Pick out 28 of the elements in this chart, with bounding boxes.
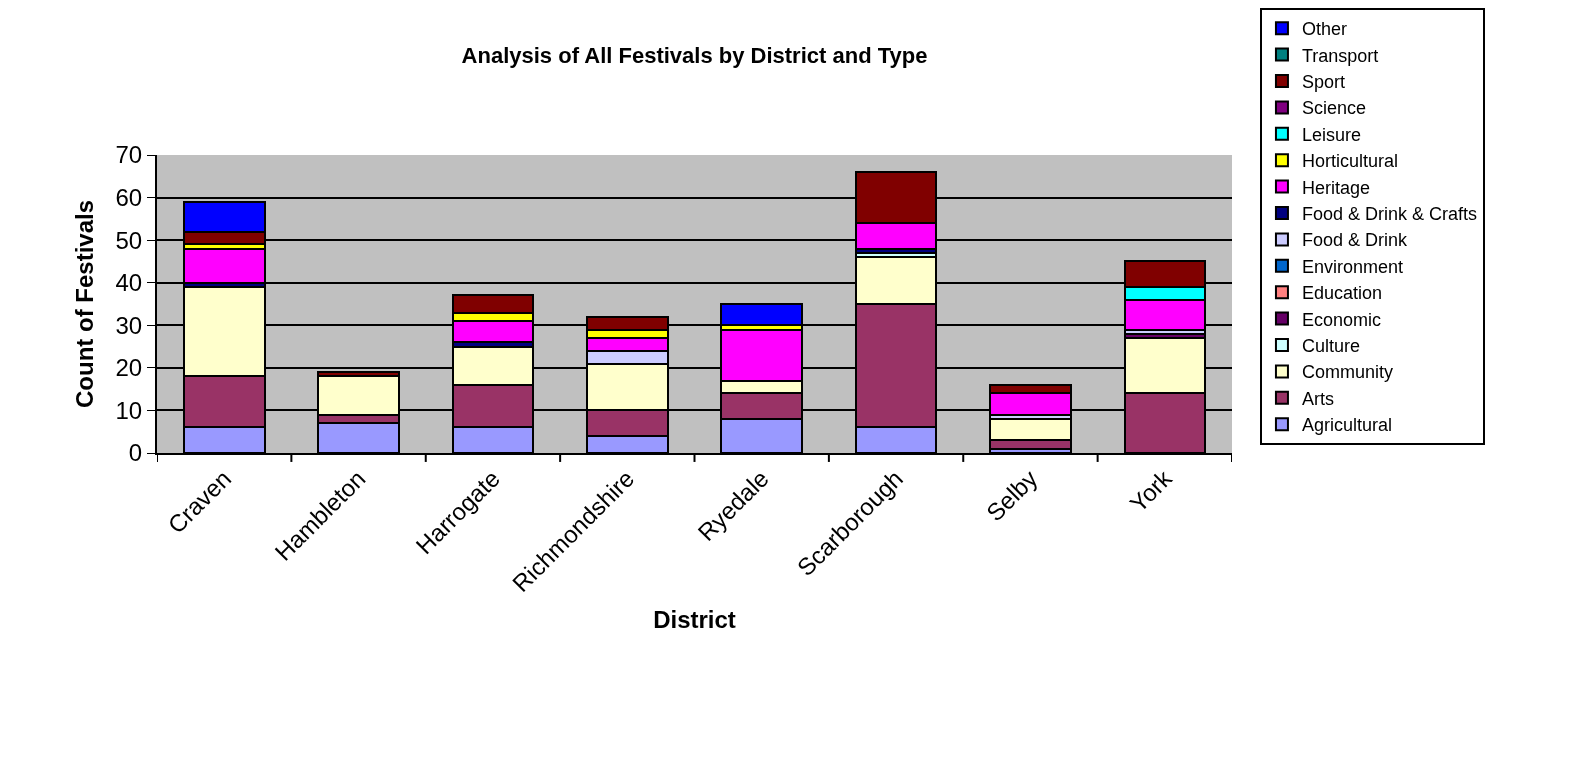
legend-label: Heritage [1301, 177, 1370, 198]
y-tick-label: 60 [115, 183, 143, 211]
chart-title: Analysis of All Festivals by District and Type [461, 42, 928, 68]
x-tick-label: York [1124, 464, 1178, 518]
legend-label: Sport [1301, 72, 1345, 93]
legend-label: Leisure [1301, 124, 1361, 145]
legend-label: Science [1301, 98, 1366, 119]
legend-label: Food & Drink [1301, 230, 1408, 251]
legend-label: Other [1301, 19, 1347, 40]
legend-label: Environment [1301, 256, 1404, 277]
legend-label: Agricultural [1301, 415, 1392, 436]
y-axis-title: Count of Festivals [71, 199, 99, 409]
x-axis-title: District [653, 605, 736, 633]
legend-label: Economic [1301, 309, 1381, 330]
legend-label: Transport [1301, 45, 1379, 66]
legend-label: Education [1301, 283, 1383, 304]
legend-label: Food & Drink & Crafts [1301, 204, 1478, 225]
y-tick-label: 30 [115, 311, 143, 339]
legend-label: Arts [1301, 388, 1334, 409]
legend-label: Community [1301, 362, 1393, 383]
y-tick-label: 20 [115, 354, 143, 382]
y-tick-label: 0 [128, 439, 143, 467]
y-tick-label: 40 [115, 269, 143, 297]
y-tick-label: 70 [115, 141, 143, 169]
legend-label: Culture [1301, 336, 1360, 357]
y-tick-label: 10 [115, 396, 143, 424]
legend-label: Horticultural [1301, 151, 1398, 172]
y-tick-label: 50 [115, 226, 143, 254]
